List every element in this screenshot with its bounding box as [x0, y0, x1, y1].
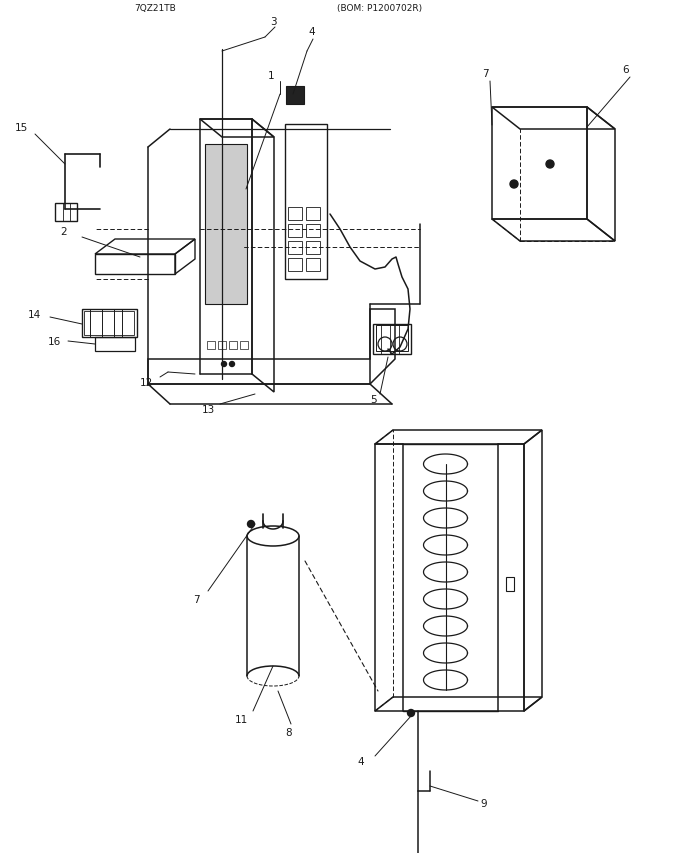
Text: 1: 1	[268, 71, 275, 81]
Text: 15: 15	[15, 123, 29, 133]
Text: (BOM: P1200702R): (BOM: P1200702R)	[337, 3, 422, 13]
Text: 5: 5	[370, 395, 377, 404]
Circle shape	[222, 362, 226, 367]
Text: 9: 9	[480, 798, 487, 808]
Circle shape	[510, 181, 518, 189]
Text: 3: 3	[270, 17, 277, 27]
Text: 14: 14	[28, 310, 41, 320]
FancyBboxPatch shape	[205, 145, 247, 305]
Text: 12: 12	[140, 378, 153, 387]
FancyBboxPatch shape	[286, 87, 304, 105]
Circle shape	[407, 710, 415, 717]
Text: 4: 4	[308, 27, 315, 37]
Text: 4: 4	[357, 756, 364, 766]
Text: 2: 2	[60, 227, 67, 237]
Text: 16: 16	[48, 337, 61, 346]
Text: 8: 8	[285, 727, 292, 737]
Circle shape	[230, 362, 235, 367]
Text: 7QZ21TB: 7QZ21TB	[134, 3, 176, 13]
Circle shape	[546, 161, 554, 169]
Circle shape	[248, 521, 254, 528]
Text: 6: 6	[622, 65, 628, 75]
Text: 7: 7	[482, 69, 489, 79]
Text: 13: 13	[202, 404, 216, 415]
Text: 7: 7	[193, 595, 200, 604]
Text: 11: 11	[235, 714, 248, 724]
